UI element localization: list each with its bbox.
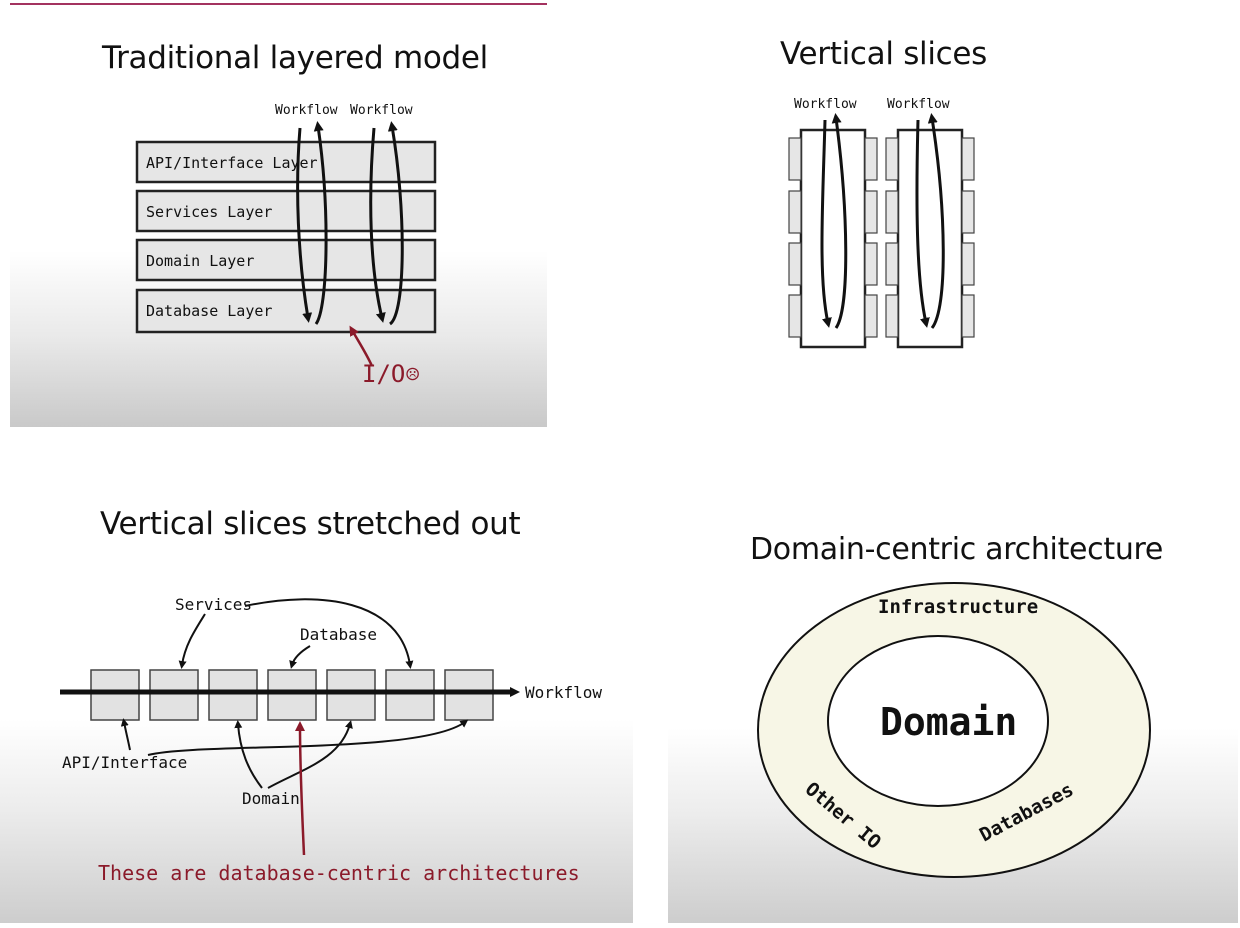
layer-box-domain xyxy=(135,238,437,282)
workflow-arrow-up-1 xyxy=(313,121,328,325)
slice-tab xyxy=(788,137,802,181)
stretched-box xyxy=(444,669,494,721)
panel-title: Vertical slices xyxy=(780,36,988,72)
slice-tab xyxy=(961,190,975,234)
slice-tab xyxy=(885,137,899,181)
slice-arrow-down-2 xyxy=(915,119,930,328)
slice-tab xyxy=(864,137,878,181)
stretched-box xyxy=(385,669,435,721)
slice-tab xyxy=(864,242,878,286)
vertical-slices-diagram: Workflow Workflow xyxy=(788,97,975,349)
domain-arrow-right xyxy=(267,720,353,789)
panel-title: Domain-centric architecture xyxy=(750,532,1164,567)
workflow-label: Workflow xyxy=(525,683,602,702)
slice-tab xyxy=(961,137,975,181)
layer-stack: API/Interface Layer Services Layer Domai… xyxy=(135,140,437,334)
slice-tab xyxy=(961,294,975,338)
stretched-box xyxy=(326,669,376,721)
workflow-label-1: Workflow xyxy=(275,103,338,118)
stretched-box xyxy=(267,669,317,721)
top-accent-line xyxy=(10,3,547,5)
panel-title: Vertical slices stretched out xyxy=(100,506,521,542)
slice-column-1 xyxy=(799,128,867,349)
panel-traditional-layered-model: Traditional layered model API/Interface … xyxy=(10,8,547,427)
slice-arrow-down-1 xyxy=(820,119,832,328)
domain-core-label: Domain xyxy=(880,700,1017,744)
layer-box-services xyxy=(135,189,437,233)
stretched-box-group xyxy=(90,669,494,721)
panel-vertical-slices-stretched-out: Vertical slices stretched out Workflow S… xyxy=(0,470,633,923)
slice-arrow-up-1 xyxy=(831,113,848,329)
panel-domain-centric-architecture: Domain-centric architecture Infrastructu… xyxy=(668,490,1238,923)
io-label: I/O xyxy=(362,360,405,388)
layered-diagram: API/Interface Layer Services Layer Domai… xyxy=(135,103,437,388)
sad-face-icon: ☹ xyxy=(406,363,419,388)
domain-label: Domain xyxy=(242,789,300,808)
slice-tab xyxy=(885,190,899,234)
slice-tab xyxy=(864,190,878,234)
services-label: Services xyxy=(175,595,252,614)
slice-tab xyxy=(864,294,878,338)
workflow-arrow-down-1 xyxy=(296,127,313,323)
slice-tab xyxy=(788,190,802,234)
stretched-box xyxy=(90,669,140,721)
layer-label-database: Database Layer xyxy=(146,302,272,320)
domain-centric-diagram: Infrastructure Domain Other IO Databases xyxy=(757,582,1151,878)
api-arrow-right xyxy=(147,719,469,756)
database-arrow xyxy=(289,645,311,669)
io-pointer-arrow xyxy=(349,325,374,367)
database-label: Database xyxy=(300,625,377,644)
stretched-box xyxy=(208,669,258,721)
domain-core xyxy=(827,635,1049,807)
database-centric-caption: These are database-centric architectures xyxy=(98,861,580,885)
slice-tab xyxy=(788,242,802,286)
api-interface-label: API/Interface xyxy=(62,753,187,772)
layer-box-database xyxy=(135,288,437,334)
workflow-label-2: Workflow xyxy=(350,103,413,118)
stretched-box xyxy=(149,669,199,721)
slice-tab xyxy=(885,294,899,338)
stretched-slices-diagram: Workflow Services Database API/Interface… xyxy=(60,595,602,885)
panel-title: Traditional layered model xyxy=(102,40,488,76)
database-centric-arrow xyxy=(295,721,306,856)
slice-tab xyxy=(885,242,899,286)
layer-label-services: Services Layer xyxy=(146,203,272,221)
layer-label-api: API/Interface Layer xyxy=(146,154,318,172)
slice-workflow-label-1: Workflow xyxy=(794,97,857,112)
services-arrow-right xyxy=(244,598,414,669)
slice-workflow-label-2: Workflow xyxy=(887,97,950,112)
slice-column-2 xyxy=(896,128,964,349)
panel-vertical-slices: Vertical slices Workflow Workflow xyxy=(668,8,1230,427)
slice-group xyxy=(788,128,975,349)
slice-tab xyxy=(961,242,975,286)
infrastructure-label: Infrastructure xyxy=(878,596,1038,618)
layer-label-domain: Domain Layer xyxy=(146,252,254,270)
layer-box-api xyxy=(135,140,437,184)
slice-tab xyxy=(788,294,802,338)
workflow-arrow-down-2 xyxy=(369,127,386,323)
api-arrow-left xyxy=(120,718,131,751)
slice-arrow-up-2 xyxy=(927,113,945,329)
services-arrow-left xyxy=(178,613,206,669)
workflow-arrow-up-2 xyxy=(387,121,404,326)
domain-arrow-left xyxy=(234,720,263,789)
